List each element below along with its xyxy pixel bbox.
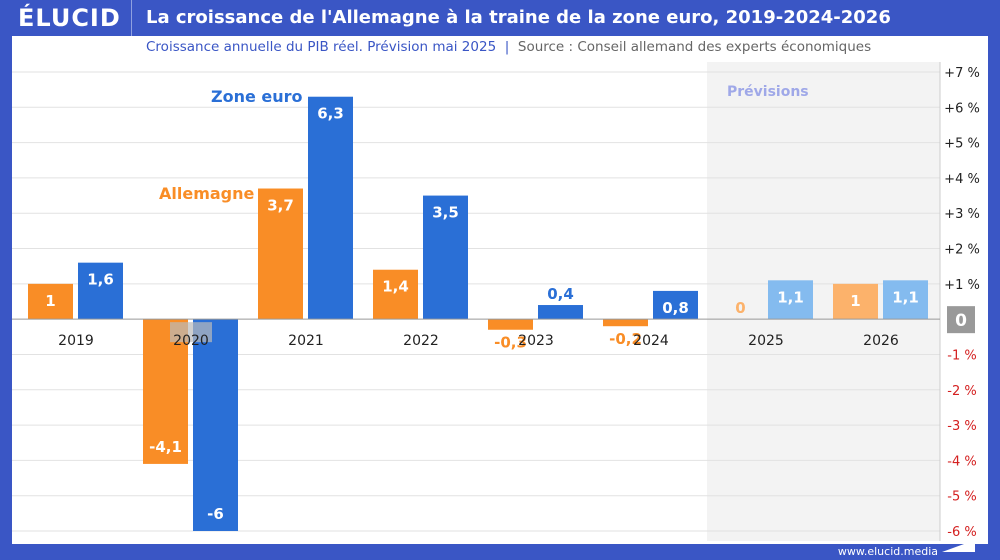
bar-allemagne-2021 [258, 188, 303, 320]
category-label: 2020 [173, 333, 209, 349]
data-label: 0,4 [547, 285, 574, 303]
y-tick-label: +7 % [944, 66, 980, 81]
category-label: 2022 [403, 333, 439, 349]
bar-zone-euro-2019 [78, 262, 123, 320]
y-tick-label: -6 % [947, 525, 976, 540]
data-label: -4,1 [149, 438, 182, 456]
forecast-label: Prévisions [727, 84, 809, 100]
y-tick-label: +1 % [944, 278, 980, 293]
y-tick-label: +4 % [944, 172, 980, 187]
data-label: 0,8 [662, 299, 689, 317]
y-tick-label: -1 % [947, 348, 976, 363]
y-tick-label: -5 % [947, 490, 976, 505]
logo-mark-icon [942, 540, 975, 552]
data-label: -0,2 [609, 330, 642, 348]
bar-zone-euro-2025 [768, 280, 813, 320]
category-label: 2023 [518, 333, 554, 349]
data-label: 1 [45, 292, 55, 310]
category-label-bg [170, 322, 212, 343]
y-tick-label: +2 % [944, 243, 980, 258]
header-divider [131, 0, 132, 36]
y-tick-label: -4 % [947, 454, 976, 469]
source-text: Source : Conseil allemand des experts éc… [517, 39, 872, 55]
bar-allemagne-2024 [603, 319, 648, 327]
y-tick-label: -2 % [947, 384, 976, 399]
data-label: 0 [735, 299, 745, 317]
footer-url[interactable]: www.elucid.media [837, 545, 938, 558]
zero-badge [947, 306, 975, 334]
chart-title: La croissance de l'Allemagne à la traine… [146, 7, 891, 28]
bar-zone-euro-2023 [538, 305, 583, 320]
bar-zone-euro-2024 [653, 290, 698, 320]
data-label: 3,7 [267, 197, 294, 215]
bar-zone-euro-2020 [193, 319, 238, 531]
data-label: 3,5 [432, 204, 459, 222]
subtitle-text: Croissance annuelle du PIB réel. Prévisi… [146, 39, 497, 55]
bar-zone-euro-2021 [308, 96, 353, 320]
legend-zone-euro: Zone euro [211, 87, 303, 106]
data-label: 1,1 [777, 288, 804, 306]
bar-allemagne-2020 [143, 319, 188, 464]
elucid-logo: ÉLUCID [18, 4, 121, 32]
category-label: 2021 [288, 333, 324, 349]
legend-allemagne: Allemagne [159, 184, 255, 203]
data-label: 1,1 [892, 288, 919, 306]
data-label: -6 [207, 505, 224, 523]
data-label: 1,4 [382, 278, 409, 296]
data-label: 6,3 [317, 105, 344, 123]
bar-zone-euro-2022 [423, 195, 468, 320]
category-label: 2025 [748, 333, 784, 349]
bar-allemagne-2022 [373, 269, 418, 320]
y-tick-label: 0 [955, 311, 967, 331]
y-tick-label: +5 % [944, 137, 980, 152]
data-label: -0,3 [494, 334, 527, 352]
bar-allemagne-2019 [28, 283, 73, 320]
y-tick-label: -3 % [947, 419, 976, 434]
bar-allemagne-2026 [833, 283, 878, 320]
data-label: 1 [850, 292, 860, 310]
chart-subtitle: Croissance annuelle du PIB réel. Prévisi… [146, 39, 872, 55]
category-label: 2019 [58, 333, 94, 349]
header: ÉLUCID La croissance de l'Allemagne à la… [0, 0, 1000, 36]
bar-allemagne-2023 [488, 319, 533, 330]
category-label: 2026 [863, 333, 899, 349]
bar-zone-euro-2026 [883, 280, 928, 320]
y-tick-label: +3 % [944, 207, 980, 222]
category-label: 2024 [633, 333, 669, 349]
y-tick-label: +6 % [944, 101, 980, 116]
data-label: 1,6 [87, 271, 114, 289]
